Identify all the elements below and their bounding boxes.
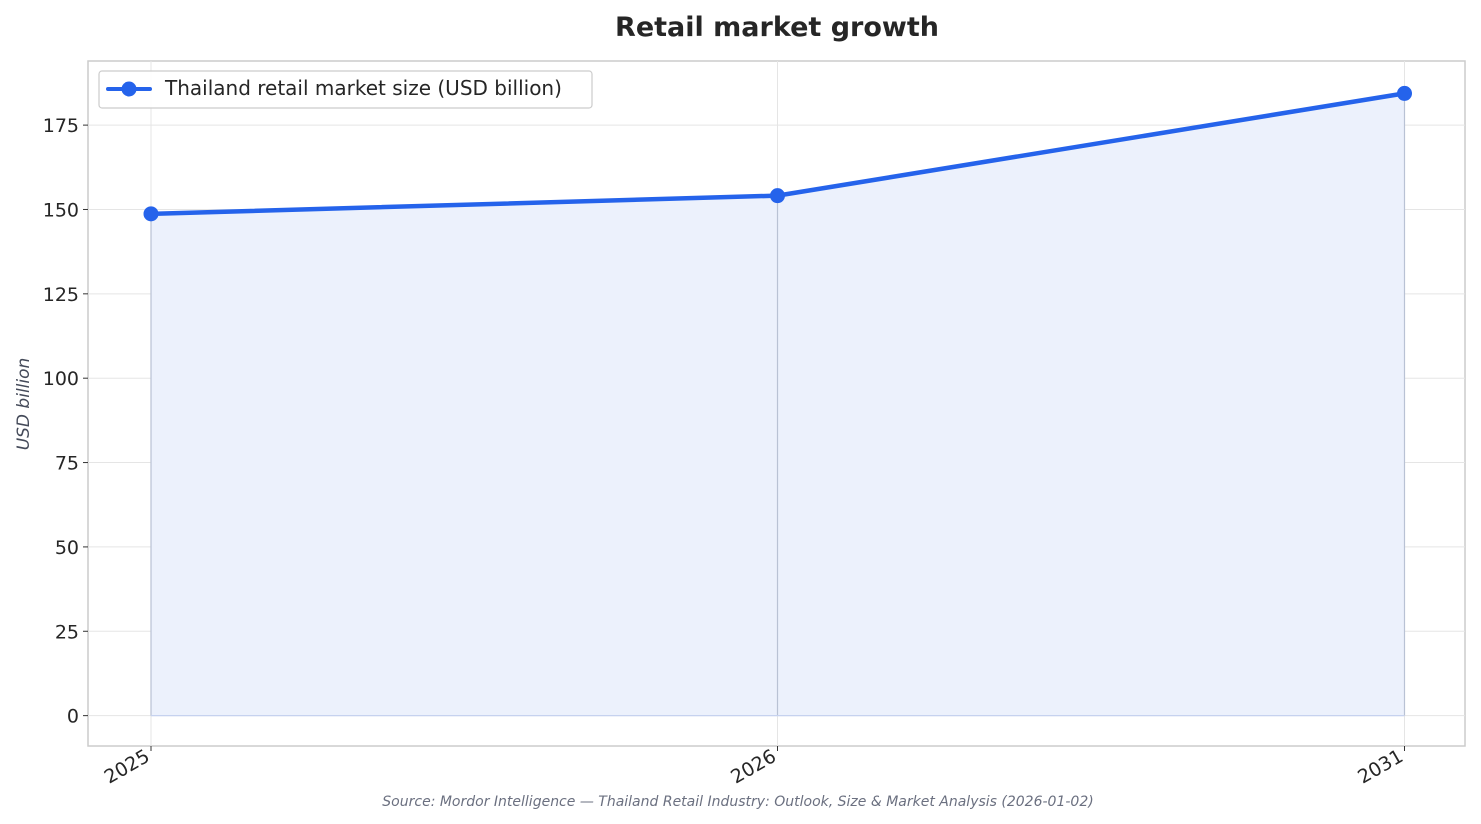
legend-box (98, 70, 593, 109)
area-layer (150, 93, 1406, 717)
y-tick-label: 0 (67, 706, 79, 728)
source-note: Source: Mordor Intelligence — Thailand R… (382, 794, 1093, 810)
y-axis: 0 25 50 75 100 125 150 175 (43, 115, 88, 728)
x-axis: 2025 2026 2031 (101, 745, 1407, 788)
legend[interactable]: Thailand retail market size (USD billion… (98, 70, 593, 109)
y-tick-label: 150 (43, 199, 79, 221)
y-tick-label: 100 (43, 368, 79, 390)
data-point (770, 188, 785, 204)
y-tick-label: 125 (43, 284, 79, 306)
chart-title: Retail market growth (615, 12, 939, 43)
data-point (143, 206, 159, 222)
y-tick-label: 175 (43, 115, 79, 137)
y-tick-label: 75 (55, 453, 79, 475)
x-tick-label: 2025 (101, 745, 154, 788)
legend-label: Thailand retail market size (USD billion… (164, 76, 562, 100)
data-point (1397, 85, 1412, 101)
y-tick-label: 50 (55, 537, 79, 559)
legend-marker-swatch (121, 81, 137, 97)
x-tick-label: 2031 (1354, 745, 1407, 788)
x-tick-label: 2026 (727, 745, 780, 788)
y-tick-label: 25 (55, 621, 79, 643)
series-layer (143, 85, 1412, 222)
y-axis-label: USD billion (14, 358, 34, 451)
